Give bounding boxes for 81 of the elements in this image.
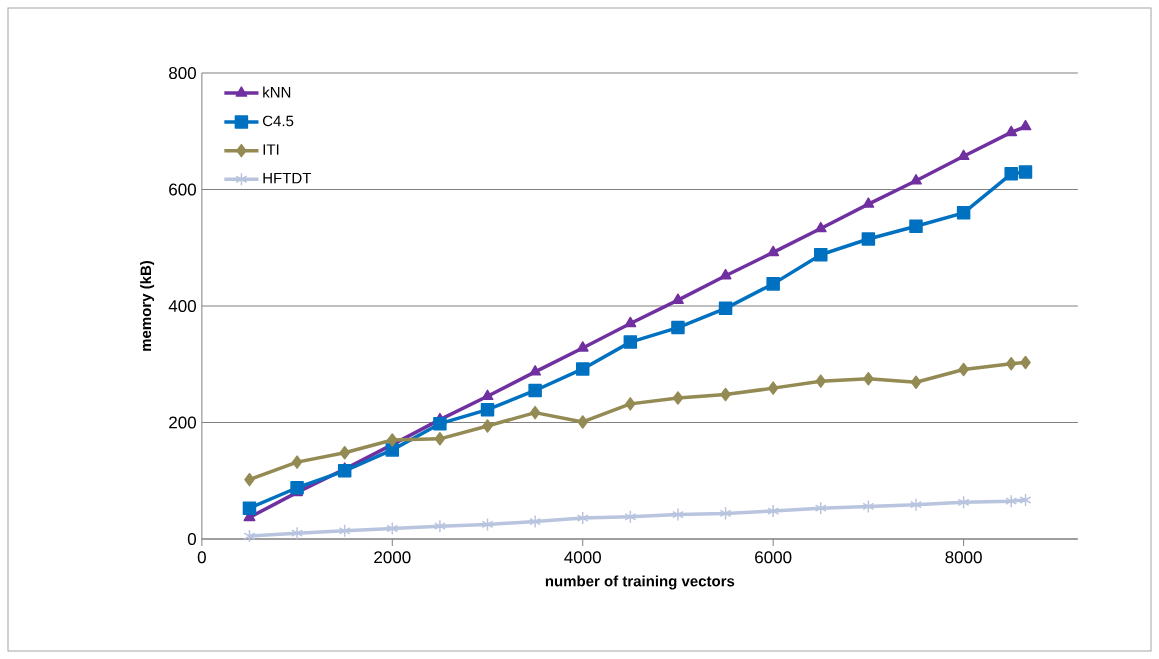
point [387,433,398,447]
point [529,514,542,529]
y-axis-title: memory (kB) [140,260,155,351]
point [766,277,780,291]
point [767,245,780,257]
point [433,519,446,533]
point [243,529,256,543]
legend-label: C4.5 [263,115,294,127]
point [575,362,590,376]
point [291,526,304,540]
point [910,174,922,185]
point [1019,493,1032,507]
point [719,506,732,521]
point [910,375,922,390]
point [1004,167,1018,181]
y-tick-label: 800 [169,66,196,80]
legend-label: kNN [263,86,291,98]
point [862,197,875,208]
point [528,383,542,398]
point [482,419,493,433]
point [672,391,684,405]
point [1020,355,1031,370]
x-tick-label: 0 [197,551,206,564]
point [623,335,638,349]
x-tick-label: 8000 [945,551,982,564]
point [386,521,399,536]
point [671,320,685,335]
point [339,446,350,460]
y-tick-label: 400 [168,299,196,313]
y-tick-label: 200 [169,416,196,429]
legend-label: HFTDT [263,172,312,184]
point [480,402,495,417]
point [385,443,400,457]
point [577,415,588,429]
point [1005,494,1018,508]
point [1005,125,1018,137]
point [338,524,351,538]
point [1018,165,1033,179]
point [814,221,827,233]
point [290,481,304,495]
x-axis-title: number of training vectors [545,575,735,590]
point [814,248,828,262]
point [481,517,494,532]
point [861,232,876,246]
point [956,206,971,220]
point [576,341,589,352]
point [862,499,875,514]
x-tick-label: 6000 [755,551,792,564]
point [433,416,447,431]
point [337,464,352,478]
point [958,362,969,377]
point [624,316,637,328]
point [815,374,827,388]
point [718,301,733,316]
point [434,432,446,446]
point [672,507,684,522]
point [909,219,923,233]
y-tick-label: 600 [169,183,196,196]
point [720,387,731,402]
legend-label: ITI [263,144,279,155]
point [624,510,637,524]
point [529,405,541,420]
point [244,472,255,487]
x-tick-label: 4000 [564,551,601,564]
point [1019,119,1032,131]
point [719,268,732,280]
point [957,495,970,510]
point [1005,356,1017,371]
point [767,504,780,518]
x-tick-label: 2000 [374,551,411,564]
point [863,372,874,386]
point [814,501,827,515]
point [672,293,684,304]
point [625,397,636,411]
y-tick-label: 0 [187,532,197,546]
point [529,365,542,376]
point [291,455,303,469]
point [910,497,922,512]
point [576,511,589,525]
point [242,501,257,515]
point [767,381,779,395]
